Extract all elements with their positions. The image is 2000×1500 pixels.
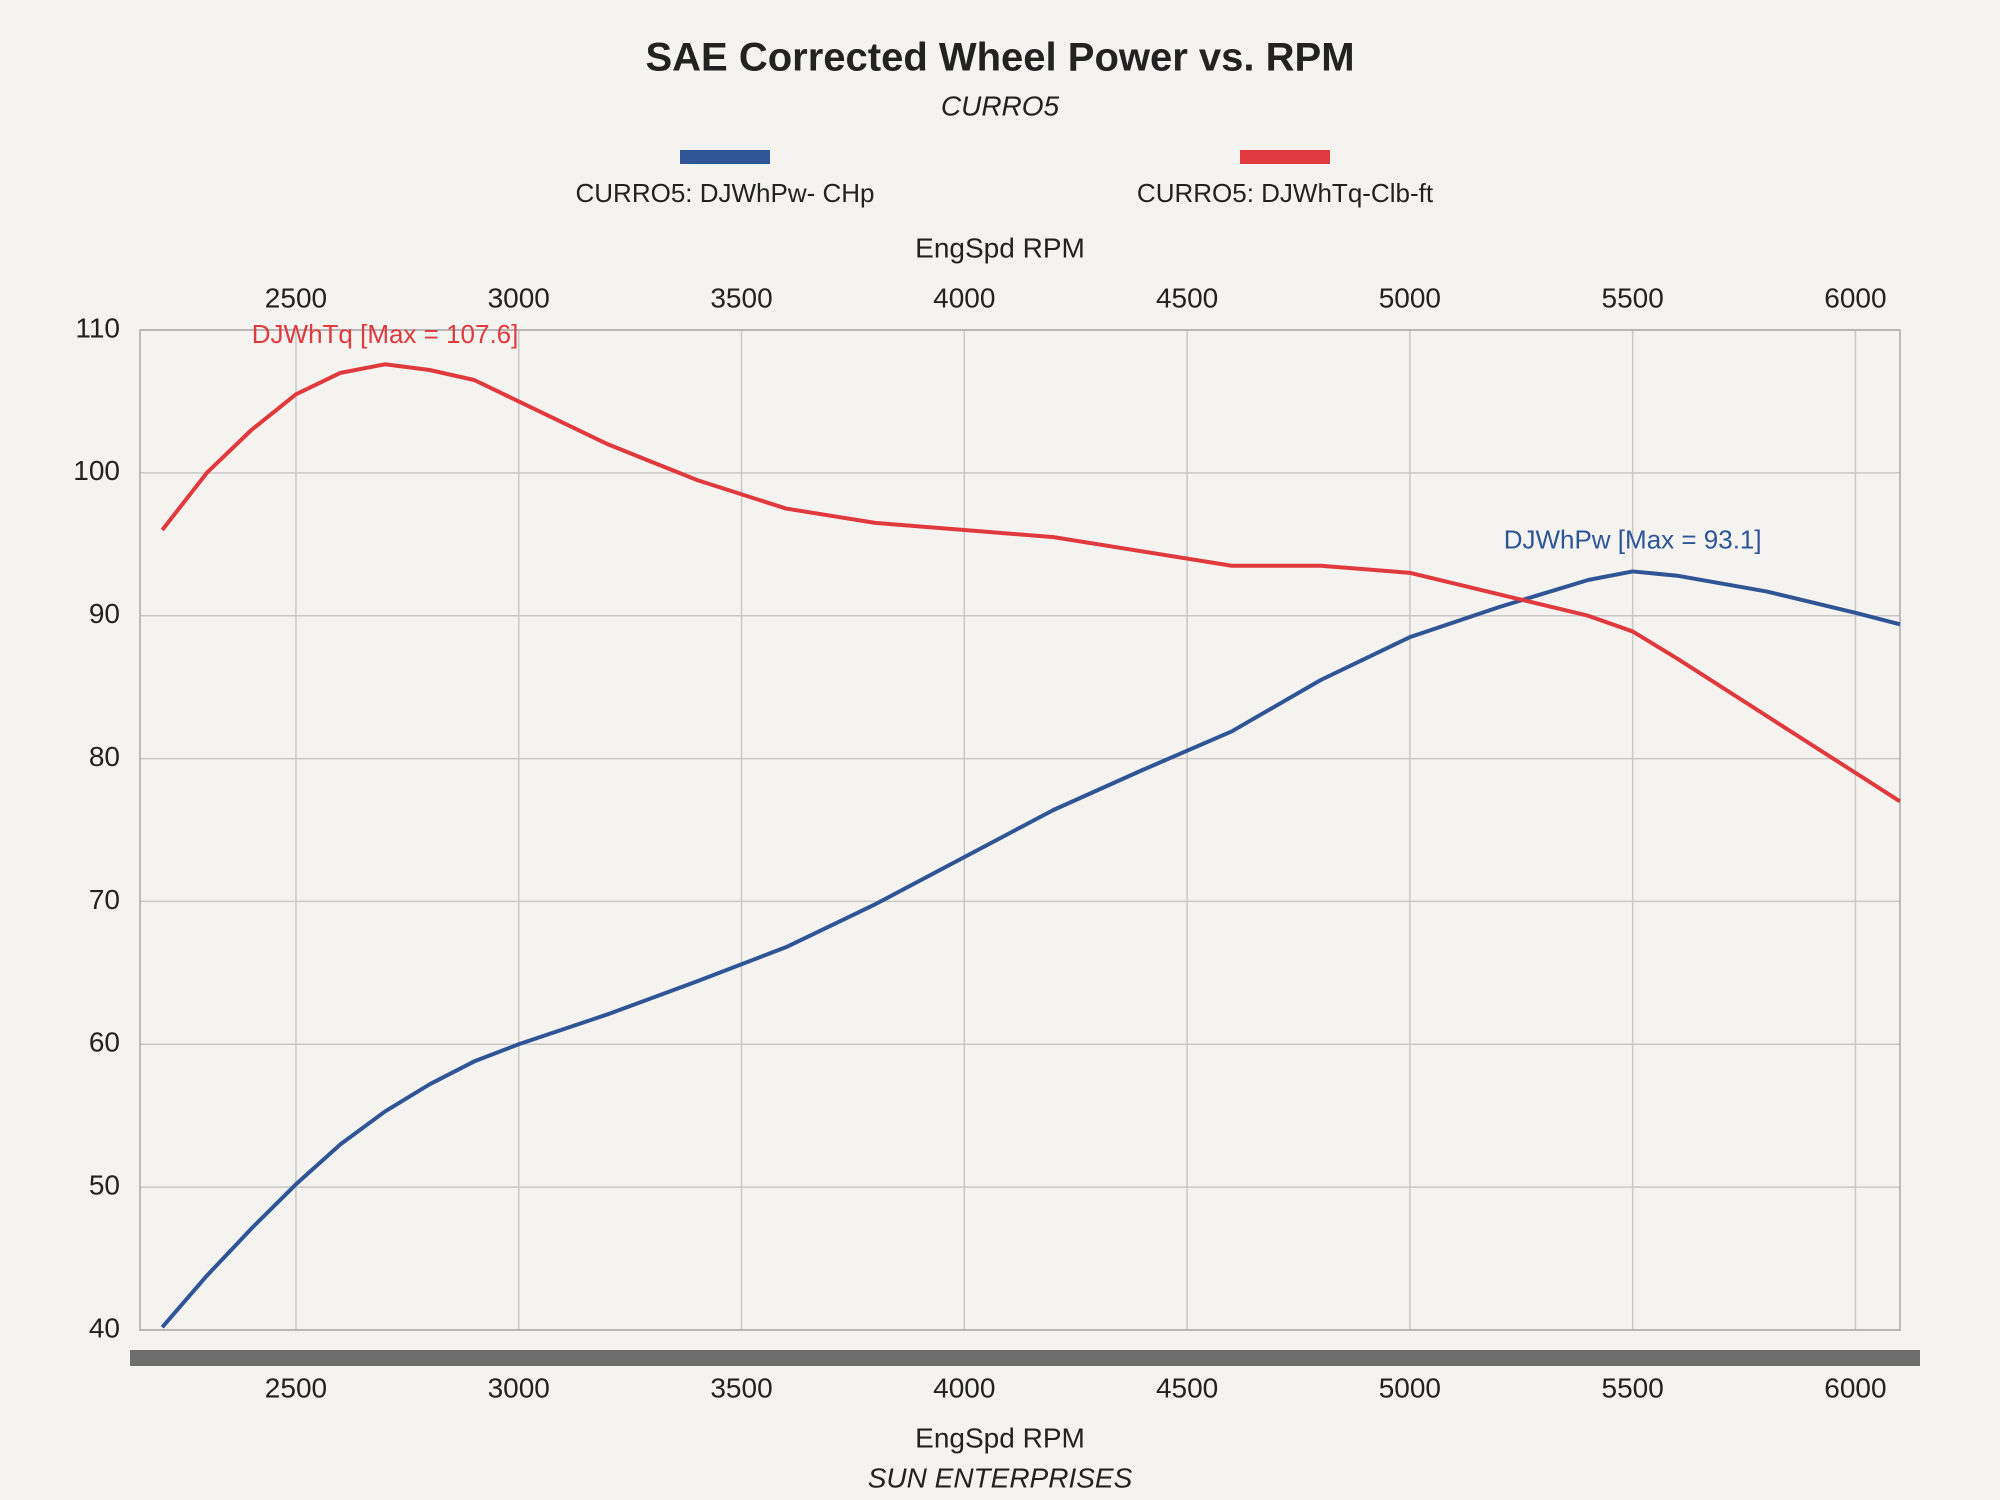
y-tick-label: 110 [75, 312, 120, 343]
y-tick-label: 90 [89, 598, 120, 629]
plot-frame [139, 329, 1901, 1331]
x-tick-label: 4000 [933, 282, 995, 313]
series-line [160, 362, 1902, 804]
y-tick-label: 100 [73, 455, 120, 486]
legend-label: CURRO5: DJWhTq-Clb-ft [1137, 178, 1434, 208]
x-tick-label: 5500 [1602, 282, 1664, 313]
y-tick-label: 40 [89, 1312, 120, 1343]
chart-subtitle: CURRO5 [941, 90, 1060, 121]
x-tick-label: 5000 [1379, 282, 1441, 313]
x-tick-label: 2500 [265, 282, 327, 313]
legend-swatch [1240, 150, 1330, 164]
x-tick-label: 5500 [1602, 1372, 1664, 1403]
x-tick-label: 3500 [710, 282, 772, 313]
x-tick-label: 2500 [265, 1372, 327, 1403]
x-tick-label: 5000 [1379, 1372, 1441, 1403]
x-tick-label: 6000 [1824, 1372, 1886, 1403]
chart-title: SAE Corrected Wheel Power vs. RPM [645, 36, 1354, 80]
x-tick-label: 4500 [1156, 282, 1218, 313]
x-tick-label: 4500 [1156, 1372, 1218, 1403]
frame-bar [130, 1350, 1920, 1366]
footer: SUN ENTERPRISES [868, 1462, 1133, 1493]
x-tick-label: 6000 [1824, 282, 1886, 313]
annotation: DJWhPw [Max = 93.1] [1504, 524, 1762, 554]
y-tick-label: 70 [89, 884, 120, 915]
series-line [160, 569, 1901, 1329]
x-tick-label: 3500 [710, 1372, 772, 1403]
annotation: DJWhTq [Max = 107.6] [252, 319, 519, 349]
x-tick-label: 3000 [488, 1372, 550, 1403]
legend-label: CURRO5: DJWhPw- CHp [575, 178, 874, 208]
y-tick-label: 60 [89, 1027, 120, 1058]
x-axis-title: EngSpd RPM [915, 1422, 1085, 1453]
x-tick-label: 3000 [488, 282, 550, 313]
y-tick-label: 80 [89, 741, 120, 772]
x-axis-title: EngSpd RPM [915, 232, 1085, 263]
legend-swatch [680, 150, 770, 164]
x-tick-label: 4000 [933, 1372, 995, 1403]
y-tick-label: 50 [89, 1170, 120, 1201]
